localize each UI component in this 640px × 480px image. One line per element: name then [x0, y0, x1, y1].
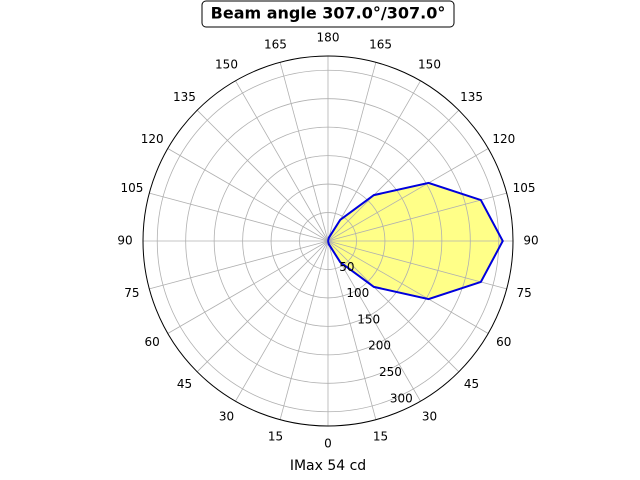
theta-tick-label: 105: [513, 181, 536, 195]
theta-tick-label: 90: [523, 234, 538, 248]
r-tick-label: 300: [390, 391, 413, 405]
grid-spoke: [279, 62, 329, 242]
theta-tick-label: 45: [177, 377, 192, 391]
theta-tick-label: 120: [141, 132, 164, 146]
theta-tick-label: 165: [264, 37, 287, 51]
title-box: [201, 0, 455, 28]
r-tick-label: 200: [368, 339, 391, 353]
grid-spoke: [327, 80, 421, 242]
grid-spoke: [279, 240, 329, 420]
grid-spoke: [167, 148, 329, 242]
grid-spoke: [327, 240, 377, 420]
theta-tick-label: 75: [516, 286, 531, 300]
theta-tick-label: 30: [219, 409, 234, 423]
theta-tick-label: 0: [324, 437, 332, 451]
grid-spoke: [235, 240, 329, 402]
grid-spoke: [149, 240, 329, 290]
grid-spoke: [327, 240, 489, 334]
r-tick-label: 150: [357, 312, 380, 326]
grid-spoke: [327, 192, 507, 242]
grid-spoke: [235, 80, 329, 242]
theta-tick-label: 165: [369, 37, 392, 51]
chart-title: Beam angle 307.0°/307.0°: [211, 4, 446, 23]
theta-tick-label: 90: [117, 234, 132, 248]
theta-tick-label: 60: [145, 335, 160, 349]
theta-tick-label: 60: [496, 335, 511, 349]
theta-tick-label: 45: [464, 377, 479, 391]
grid-spoke: [327, 109, 460, 242]
theta-tick-label: 150: [215, 58, 238, 72]
grid-spoke: [327, 240, 421, 402]
r-tick-label: 50: [339, 260, 354, 274]
theta-tick-label: 15: [268, 430, 283, 444]
theta-tick-label: 120: [492, 132, 515, 146]
grid-spoke: [196, 240, 329, 373]
theta-tick-label: 75: [124, 286, 139, 300]
r-tick-label: 100: [346, 286, 369, 300]
x-axis-label: IMax 54 cd: [290, 458, 366, 474]
grid-spoke: [327, 148, 489, 242]
grid-spoke: [327, 62, 377, 242]
grid-spoke: [327, 240, 460, 373]
theta-tick-label: 135: [460, 90, 483, 104]
grid-spoke: [167, 240, 329, 334]
polar-frame: [142, 55, 514, 427]
theta-tick-label: 180: [317, 31, 340, 45]
theta-tick-label: 135: [173, 90, 196, 104]
theta-tick-label: 30: [422, 409, 437, 423]
theta-tick-label: 15: [373, 430, 388, 444]
grid-spoke: [149, 192, 329, 242]
theta-tick-label: 150: [418, 58, 441, 72]
r-tick-label: 250: [379, 365, 402, 379]
grid-spoke: [196, 109, 329, 242]
grid-spoke: [327, 240, 507, 290]
theta-tick-label: 105: [120, 181, 143, 195]
beam-curve: [327, 181, 504, 301]
